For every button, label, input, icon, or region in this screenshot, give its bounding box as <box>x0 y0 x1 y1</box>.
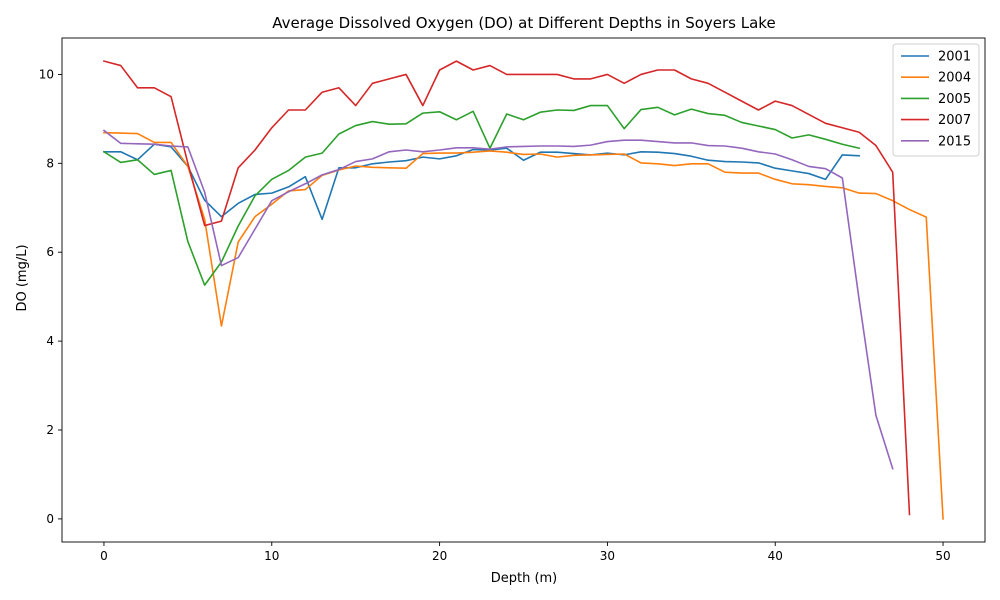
plot-frame <box>61 37 986 543</box>
series-line-2004 <box>103 131 944 520</box>
chart-title: Average Dissolved Oxygen (DO) at Differe… <box>272 14 775 32</box>
legend-label-2004: 2004 <box>938 71 971 86</box>
legend: 2001 2004 2005 2007 2015 <box>892 43 980 157</box>
plot-area <box>102 60 944 520</box>
series-line-2005 <box>102 104 861 286</box>
x-tick-label: 0 <box>100 549 108 563</box>
series-line-2015 <box>102 129 894 470</box>
x-tick-label: 40 <box>768 549 783 563</box>
legend-label-2015: 2015 <box>938 134 971 149</box>
x-tick-label: 10 <box>264 549 279 563</box>
y-tick-label: 2 <box>46 423 54 437</box>
x-tick-label: 20 <box>432 549 447 563</box>
series-line-2007 <box>102 60 911 516</box>
y-tick-label: 10 <box>39 67 54 81</box>
series-line-2001 <box>103 143 860 221</box>
y-axis-label: DO (mg/L) <box>15 244 30 311</box>
axis-ticks: 0 10 20 30 40 50 0 2 4 6 8 10 <box>39 67 951 563</box>
x-tick-label: 30 <box>600 549 615 563</box>
legend-label-2005: 2005 <box>938 92 971 107</box>
x-tick-label: 50 <box>935 549 950 563</box>
legend-box <box>892 43 980 157</box>
y-tick-label: 0 <box>46 512 54 526</box>
axes-frame <box>61 37 986 543</box>
y-tick-label: 4 <box>46 334 54 348</box>
y-tick-label: 8 <box>46 156 54 170</box>
y-tick-label: 6 <box>46 245 54 259</box>
legend-label-2001: 2001 <box>938 50 971 65</box>
legend-label-2007: 2007 <box>938 113 971 128</box>
x-axis-label: Depth (m) <box>491 571 558 586</box>
